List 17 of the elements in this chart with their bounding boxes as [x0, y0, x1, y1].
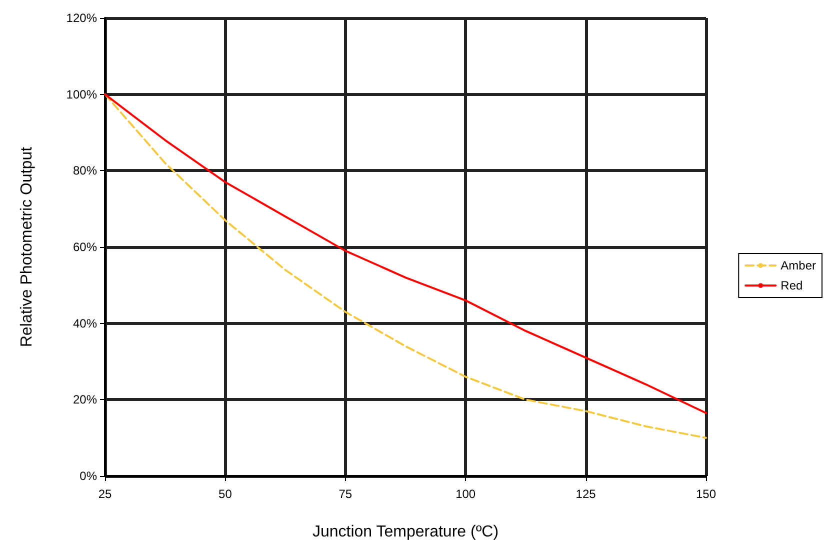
- legend-label: Amber: [780, 258, 816, 272]
- x-tick-label: 150: [696, 487, 716, 501]
- x-tick-label: 75: [338, 487, 352, 501]
- x-tick-label: 100: [456, 487, 476, 501]
- y-tick-label: 60%: [72, 240, 98, 254]
- y-axis-title: Relative Photometric Output: [18, 146, 36, 348]
- y-tick-label: 100%: [66, 87, 98, 102]
- y-tick-label: 0%: [80, 469, 98, 483]
- x-tick-label: 50: [218, 487, 232, 501]
- legend-label: Red: [780, 278, 803, 292]
- y-tick-label: 120%: [66, 11, 98, 25]
- x-tick-label: 25: [98, 487, 112, 501]
- y-tick-label: 20%: [72, 392, 98, 407]
- y-tick-label: 40%: [72, 316, 98, 330]
- y-tick-label: 80%: [72, 164, 98, 178]
- x-axis-title: Junction Temperature (ºC): [312, 524, 499, 540]
- x-tick-label: 125: [576, 487, 596, 501]
